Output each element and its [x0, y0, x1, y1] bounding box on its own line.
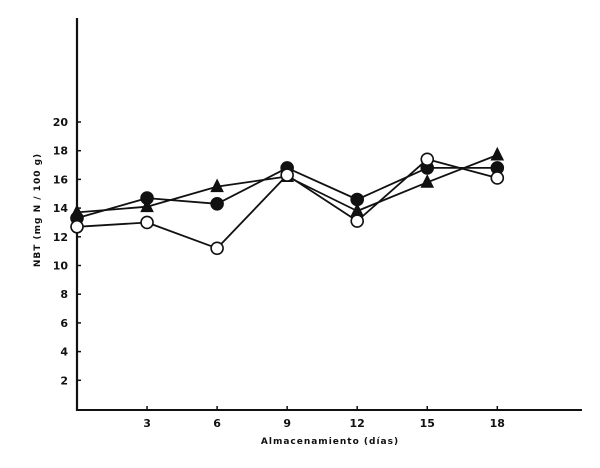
- y-tick-label: 20: [53, 116, 69, 129]
- open-circle-marker: [280, 168, 294, 182]
- y-tick-label: 6: [60, 317, 68, 330]
- filled-circle-marker: [210, 196, 224, 211]
- y-tick-label: 16: [53, 173, 69, 186]
- y-tick-label: 12: [53, 231, 68, 244]
- open-circle-marker: [210, 241, 224, 256]
- open-circle-marker: [420, 152, 435, 167]
- y-tick-label: 8: [60, 288, 68, 301]
- triangle-marker: [140, 198, 154, 213]
- y-tick-label: 10: [53, 260, 69, 273]
- triangle-marker: [420, 174, 435, 188]
- x-axis-ticks: 3 6 9 12 15 18: [143, 406, 505, 430]
- open-circle-marker: [70, 219, 84, 234]
- triangle-marker: [490, 146, 505, 161]
- series-group: [70, 146, 505, 256]
- open-circle-marker: [350, 214, 365, 228]
- x-tick-label: 6: [213, 417, 221, 430]
- y-tick-label: 14: [53, 202, 69, 215]
- x-tick-label: 9: [283, 417, 291, 430]
- x-tick-label: 12: [350, 417, 365, 430]
- y-tick-label: 18: [53, 145, 68, 158]
- markers-circle-open: [70, 152, 505, 256]
- x-tick-label: 3: [143, 417, 151, 430]
- x-tick-label: 18: [490, 417, 505, 430]
- filled-circle-marker: [350, 192, 365, 207]
- y-axis-title: NBT (mg N / 100 g): [33, 153, 43, 267]
- x-axis-title: Almacenamiento (días): [261, 437, 399, 447]
- y-tick-label: 4: [60, 346, 68, 359]
- open-circle-marker: [490, 171, 505, 185]
- filled-circle-marker: [140, 191, 154, 205]
- y-axis-ticks: 2 4 6 8 10 12 14 16 18 20: [53, 116, 81, 387]
- open-circle-marker: [140, 215, 154, 230]
- axes: [75, 18, 582, 411]
- x-tick-label: 15: [420, 417, 435, 430]
- triangle-marker: [210, 178, 224, 193]
- y-tick-label: 2: [60, 374, 68, 387]
